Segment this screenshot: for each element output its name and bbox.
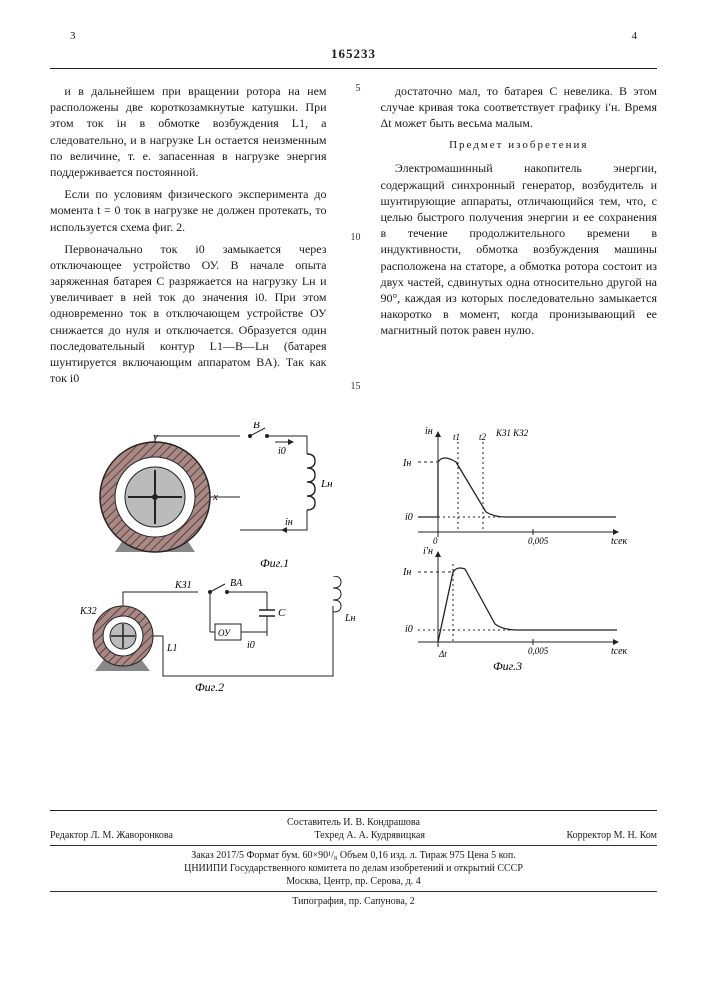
page-numbers-row: 3 4 bbox=[70, 30, 637, 42]
lbl-Im1: Iн bbox=[402, 458, 411, 469]
lbl-fig3: Фиг.3 bbox=[493, 659, 522, 672]
lbl-dt: Δt bbox=[438, 649, 447, 659]
left-column: и в дальнейшем при вращении ротора на не… bbox=[50, 83, 327, 392]
thin-rule-1 bbox=[50, 845, 657, 846]
footer-rule bbox=[50, 810, 657, 811]
foot-author: Составитель И. В. Кондрашова bbox=[50, 817, 657, 828]
lbl-t2ax: tсек bbox=[611, 646, 628, 657]
text-columns: и в дальнейшем при вращении ротора на не… bbox=[50, 83, 657, 392]
right-p2: Электромашинный накопитель энергии, соде… bbox=[381, 160, 658, 338]
lbl-Im2: Iн bbox=[402, 567, 411, 578]
lbl-i0c: i0 bbox=[405, 512, 413, 523]
lbl-B: В bbox=[253, 422, 260, 431]
lbl-Ln2: Lн bbox=[344, 613, 356, 624]
lbl-tick2: 0,005 bbox=[528, 646, 549, 656]
fig1-svg: y x В i0 Lн iн bbox=[75, 422, 365, 572]
ln-5: 5 bbox=[347, 83, 361, 94]
lbl-kz1: КЗ1 bbox=[174, 580, 192, 591]
foot-line3: Москва, Центр, пр. Серова, д. 4 bbox=[50, 876, 657, 887]
foot-typo: Типография, пр. Сапунова, 2 bbox=[50, 896, 657, 907]
lbl-i0b: i0 bbox=[247, 640, 255, 651]
doc-number: 165233 bbox=[50, 46, 657, 62]
lbl-i0a: i0 bbox=[278, 446, 286, 457]
page: 3 4 165233 и в дальнейшем при вращении р… bbox=[0, 0, 707, 1000]
fig2-svg: КЗ2 КЗ1 BA C ОУ i0 bbox=[75, 576, 365, 696]
lbl-z1: 0 bbox=[433, 536, 438, 546]
lbl-Ln: Lн bbox=[320, 478, 333, 490]
line-number-gutter: 5 10 15 bbox=[347, 83, 361, 392]
lbl-t1ax: tсек bbox=[611, 536, 628, 547]
ln-10: 10 bbox=[347, 232, 361, 243]
subject-heading: Предмет изобретения bbox=[381, 138, 658, 153]
page-number-right: 4 bbox=[632, 30, 638, 42]
lbl-C: C bbox=[278, 607, 286, 619]
figures-right: iн tсек Iн i0 t1 t2 КЗ1 КЗ2 0 0,005 bbox=[383, 422, 633, 700]
page-number-left: 3 bbox=[70, 30, 76, 42]
left-p2: Если по условиям физического эксперимент… bbox=[50, 186, 327, 235]
lbl-in: iн bbox=[285, 517, 293, 528]
lbl-L1: L1 bbox=[166, 643, 178, 654]
figures: y x В i0 Lн iн bbox=[50, 422, 657, 700]
left-p1: и в дальнейшем при вращении ротора на не… bbox=[50, 83, 327, 180]
lbl-kz2: КЗ2 bbox=[79, 606, 97, 617]
lbl-iN-ax: iн bbox=[425, 426, 433, 437]
lbl-t2: t2 bbox=[479, 432, 487, 442]
lbl-iNp-ax: i′н bbox=[423, 546, 433, 557]
right-column: достаточно мал, то батарея C невелика. В… bbox=[381, 83, 658, 392]
lbl-kztop: КЗ1 КЗ2 bbox=[495, 428, 529, 438]
header-rule bbox=[50, 68, 657, 69]
foot-line1: Заказ 2017/5 Формат бум. 60×90¹/₈ Объем … bbox=[50, 850, 657, 861]
foot-editor: Редактор Л. М. Жаворонкова bbox=[50, 830, 173, 841]
lbl-fig2: Фиг.2 bbox=[195, 680, 224, 694]
lbl-tick1: 0,005 bbox=[528, 536, 549, 546]
left-p3: Первоначально ток i0 замыкается через от… bbox=[50, 241, 327, 387]
figures-left: y x В i0 Lн iн bbox=[75, 422, 365, 700]
foot-tech: Техред А. А. Кудрявицкая bbox=[314, 830, 425, 841]
foot-corr: Корректор М. Н. Ком bbox=[567, 830, 658, 841]
fig3-svg: iн tсек Iн i0 t1 t2 КЗ1 КЗ2 0 0,005 bbox=[383, 422, 633, 672]
lbl-fig1: Фиг.1 bbox=[260, 556, 289, 570]
lbl-i0d: i0 bbox=[405, 624, 413, 635]
right-p1: достаточно мал, то батарея C невелика. В… bbox=[381, 83, 658, 132]
lbl-OY: ОУ bbox=[218, 628, 231, 638]
foot-line2: ЦНИИПИ Государственного комитета по дела… bbox=[50, 863, 657, 874]
thin-rule-2 bbox=[50, 891, 657, 892]
ln-15: 15 bbox=[347, 381, 361, 392]
foot-roles: Редактор Л. М. Жаворонкова Техред А. А. … bbox=[50, 830, 657, 841]
lbl-t1: t1 bbox=[453, 432, 460, 442]
lbl-BA: BA bbox=[230, 578, 243, 589]
